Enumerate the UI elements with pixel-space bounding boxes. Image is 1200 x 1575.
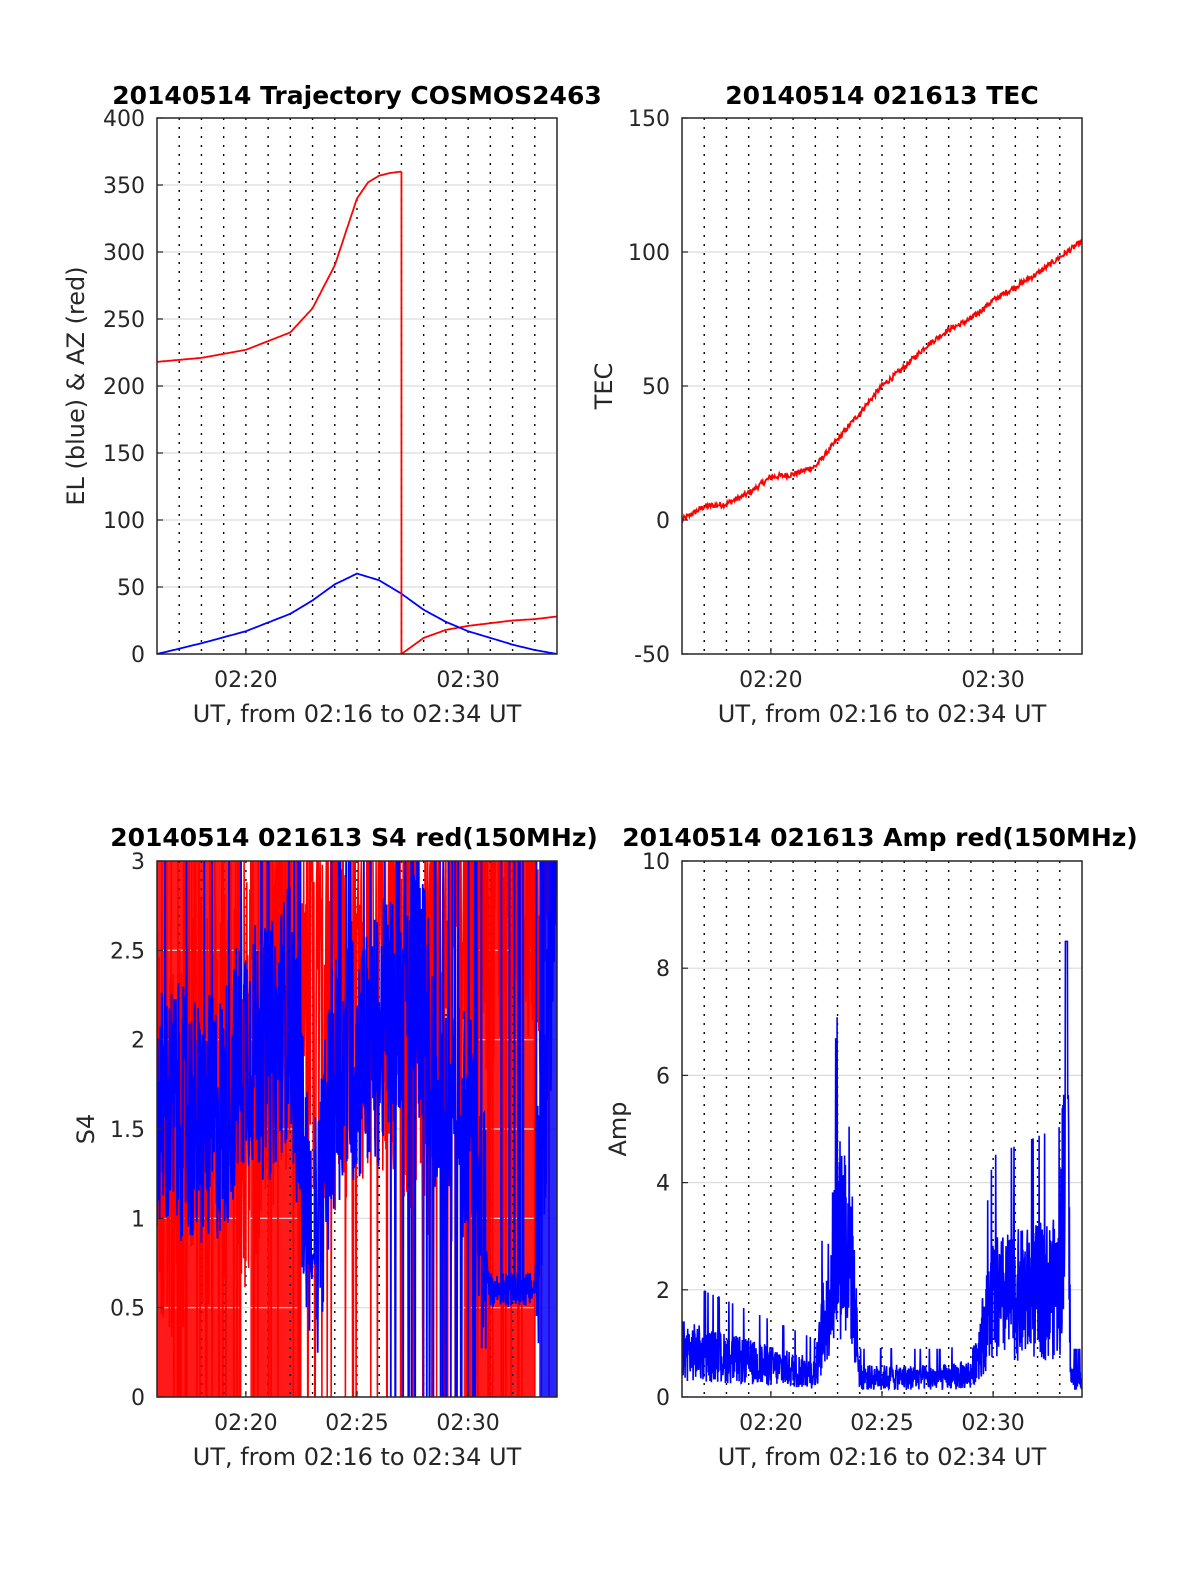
s4-y-tick-label: 0 bbox=[131, 1386, 145, 1411]
trajectory-y-tick-label: 100 bbox=[103, 509, 145, 534]
amp-y-tick-label: 4 bbox=[656, 1172, 670, 1197]
amp-title: 20140514 021613 Amp red(150MHz) bbox=[622, 823, 1138, 852]
tec-y-tick-label: -50 bbox=[634, 643, 670, 668]
tec-y-tick-label: 50 bbox=[642, 375, 670, 400]
amp-y-tick-label: 2 bbox=[656, 1279, 670, 1304]
tec-x-ticks: 02:20 02:30 bbox=[739, 648, 1025, 693]
tec-y-label: TEC bbox=[590, 363, 618, 411]
amp-y-tick-label: 10 bbox=[642, 850, 670, 875]
s4-y-tick-label: 3 bbox=[131, 850, 145, 875]
s4-blue-noise-band bbox=[539, 861, 557, 1397]
amp-x-ticks: 02:20 02:25 02:30 bbox=[739, 1391, 1025, 1436]
s4-y-tick-label: 0.5 bbox=[110, 1297, 145, 1322]
tec-x-label: UT, from 02:16 to 02:34 UT bbox=[718, 700, 1047, 728]
s4-y-label: S4 bbox=[72, 1114, 100, 1145]
tec-series bbox=[682, 238, 1082, 524]
trajectory-series-line bbox=[157, 170, 402, 363]
trajectory-x-tick-label: 02:30 bbox=[436, 668, 499, 693]
tec-x-tick-label: 02:20 bbox=[739, 668, 802, 693]
amp-x-tick-label: 02:30 bbox=[961, 1411, 1024, 1436]
trajectory-y-tick-label: 350 bbox=[103, 174, 145, 199]
amp-series bbox=[682, 940, 1082, 1392]
trajectory-y-label: EL (blue) & AZ (red) bbox=[62, 266, 90, 505]
s4-y-tick-label: 1.5 bbox=[110, 1118, 145, 1143]
amp-y-tick-label: 8 bbox=[656, 957, 670, 982]
s4-y-tick-label: 1 bbox=[131, 1207, 145, 1232]
amp-x-tick-label: 02:20 bbox=[739, 1411, 802, 1436]
s4-y-ticks: 0 0.5 1 1.5 2 2.5 3 bbox=[110, 850, 163, 1411]
amp-y-ticks: 0 2 4 6 8 10 bbox=[642, 850, 688, 1411]
trajectory-y-tick-label: 0 bbox=[131, 643, 145, 668]
trajectory-title: 20140514 Trajectory COSMOS2463 bbox=[112, 81, 602, 110]
trajectory-y-ticks: 0 50 100 150 200 250 300 350 400 bbox=[103, 107, 163, 668]
amp-x-label: UT, from 02:16 to 02:34 UT bbox=[718, 1443, 1047, 1471]
s4-y-tick-label: 2.5 bbox=[110, 939, 145, 964]
trajectory-y-tick-label: 400 bbox=[103, 107, 145, 132]
trajectory-x-ticks: 02:20 02:30 bbox=[214, 648, 500, 693]
s4-x-label: UT, from 02:16 to 02:34 UT bbox=[193, 1443, 522, 1471]
trajectory-series-line bbox=[157, 572, 557, 654]
s4-x-tick-label: 02:20 bbox=[214, 1411, 277, 1436]
s4-panel: 0 0.5 1 1.5 2 2.5 3 02:20 02:25 02:30 20140514 0… bbox=[72, 823, 598, 1471]
amp-panel: 0 2 4 6 8 10 02:20 02:25 02:30 20140514 021613 … bbox=[604, 823, 1138, 1471]
tec-x-tick-label: 02:30 bbox=[961, 668, 1024, 693]
amp-y-tick-label: 6 bbox=[656, 1064, 670, 1089]
s4-x-tick-label: 02:30 bbox=[436, 1411, 499, 1436]
trajectory-x-label: UT, from 02:16 to 02:34 UT bbox=[193, 700, 522, 728]
trajectory-y-tick-label: 50 bbox=[117, 576, 145, 601]
tec-y-tick-label: 100 bbox=[628, 241, 670, 266]
trajectory-series-line bbox=[400, 615, 557, 654]
amp-x-tick-label: 02:25 bbox=[850, 1411, 913, 1436]
s4-series bbox=[157, 861, 557, 1397]
tec-y-ticks: -50 0 50 100 150 bbox=[628, 107, 688, 668]
trajectory-y-tick-label: 250 bbox=[103, 308, 145, 333]
tec-title: 20140514 021613 TEC bbox=[725, 81, 1038, 110]
amp-y-tick-label: 0 bbox=[656, 1386, 670, 1411]
tec-series-line bbox=[682, 238, 1082, 524]
s4-y-tick-label: 2 bbox=[131, 1029, 145, 1054]
trajectory-series bbox=[157, 170, 557, 654]
trajectory-y-tick-label: 200 bbox=[103, 375, 145, 400]
s4-blue-line bbox=[157, 861, 557, 1397]
trajectory-y-tick-label: 300 bbox=[103, 241, 145, 266]
tec-y-tick-label: 150 bbox=[628, 107, 670, 132]
tec-y-tick-label: 0 bbox=[656, 509, 670, 534]
trajectory-y-tick-label: 150 bbox=[103, 442, 145, 467]
s4-x-tick-label: 02:25 bbox=[325, 1411, 388, 1436]
amp-y-label: Amp bbox=[604, 1101, 632, 1156]
trajectory-x-tick-label: 02:20 bbox=[214, 668, 277, 693]
trajectory-panel: 0 50 100 150 200 250 300 350 400 02:20 02:30 2014… bbox=[62, 81, 602, 728]
amp-blue-line bbox=[682, 940, 1082, 1392]
s4-x-ticks: 02:20 02:25 02:30 bbox=[214, 1391, 500, 1436]
tec-panel: -50 0 50 100 150 02:20 02:30 20140514 021613 … bbox=[590, 81, 1083, 728]
s4-title: 20140514 021613 S4 red(150MHz) bbox=[110, 823, 598, 852]
